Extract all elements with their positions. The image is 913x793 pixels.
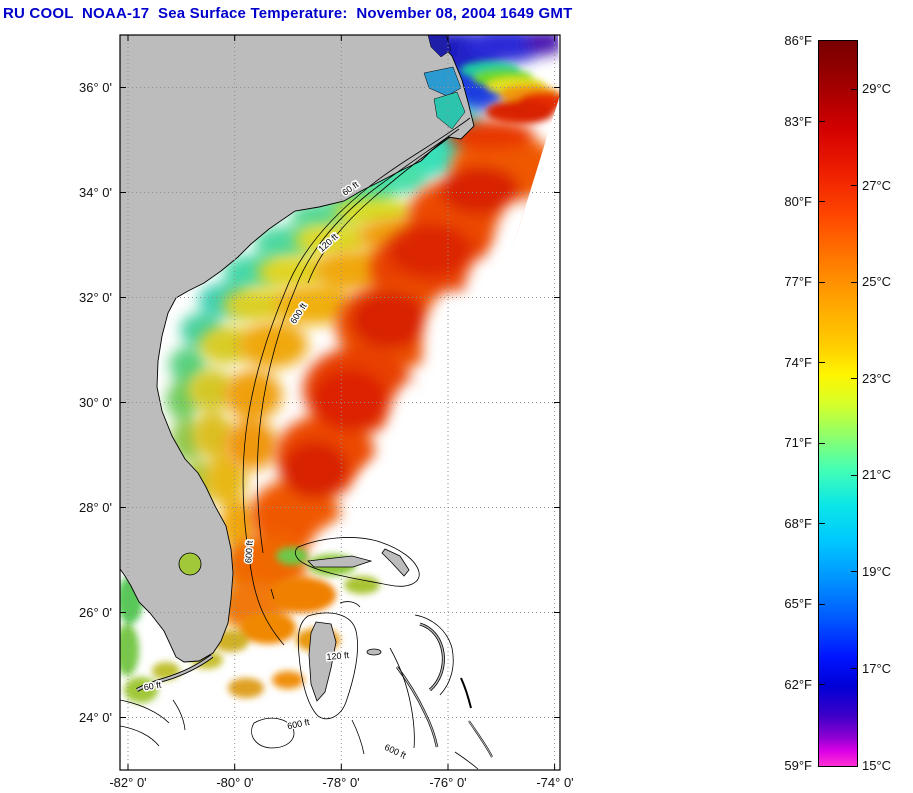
colorbar-tick-f	[819, 684, 825, 685]
colorbar-f-label: 65°F	[784, 596, 812, 611]
colorbar-f-label: 80°F	[784, 194, 812, 209]
x-axis-tick-label: -78° 0'	[322, 775, 360, 790]
gulf-stream-north-wall-gradient	[460, 61, 560, 124]
land-polygon	[120, 35, 475, 663]
colorbar-f-label: 59°F	[784, 758, 812, 773]
colorbar-tick-c	[851, 668, 857, 669]
colorbar-c-label: 25°C	[862, 274, 892, 289]
x-axis-tick-label: -74° 0'	[536, 775, 574, 790]
colorbar-tick-c	[851, 378, 857, 379]
contour-label: 120 ft	[326, 650, 350, 662]
colorbar-c-label: 19°C	[862, 564, 892, 579]
colorbar-f-label: 68°F	[784, 516, 812, 531]
colorbar-c-label: 15°C	[862, 758, 892, 773]
colorbar-c-label: 21°C	[862, 467, 892, 482]
colorbar-f-label: 83°F	[784, 114, 812, 129]
colorbar-tick-f	[819, 604, 825, 605]
axis-ticks	[120, 35, 560, 770]
y-axis-tick-label: 36° 0'	[79, 80, 112, 95]
contour-label: 60 ft	[143, 680, 162, 693]
colorbar-tick-f	[819, 443, 825, 444]
colorbar-tick-f	[819, 121, 825, 122]
y-axis-tick-label: 30° 0'	[79, 395, 112, 410]
colorbar-f-label: 86°F	[784, 33, 812, 48]
lake-okeechobee	[178, 552, 202, 576]
colorbar-f-label: 71°F	[784, 435, 812, 450]
colorbar-c-label: 17°C	[862, 661, 892, 676]
colorbar-tick-c	[851, 282, 857, 283]
gridlines	[120, 35, 560, 770]
colorbar	[818, 40, 858, 767]
colorbar-tick-c	[851, 185, 857, 186]
pamlico-sound	[433, 91, 466, 130]
y-axis-tick-label: 24° 0'	[79, 710, 112, 725]
y-axis-tick-label: 28° 0'	[79, 500, 112, 515]
plot-border	[119, 34, 561, 771]
florida-keys	[136, 654, 214, 692]
depth-contours	[120, 117, 471, 747]
colorbar-f-label: 77°F	[784, 274, 812, 289]
colorbar-tick-f	[819, 362, 825, 363]
x-axis-tick-label: -82° 0'	[109, 775, 147, 790]
x-axis-tick-label: -80° 0'	[216, 775, 254, 790]
page-title: RU COOL NOAA-17 Sea Surface Temperature:…	[3, 5, 573, 22]
y-axis-tick-label: 34° 0'	[79, 185, 112, 200]
colorbar-tick-c	[851, 89, 857, 90]
colorbar-tick-c	[851, 571, 857, 572]
x-axis-tick-label: -76° 0'	[429, 775, 467, 790]
y-axis-tick-label: 26° 0'	[79, 605, 112, 620]
chesapeake-bay	[427, 35, 452, 58]
colorbar-c-label: 29°C	[862, 81, 892, 96]
colorbar-tick-c	[851, 475, 857, 476]
contour-label: 600 ft	[243, 540, 255, 564]
bahamas-outlines	[251, 537, 493, 770]
colorbar-c-label: 23°C	[862, 371, 892, 386]
colorbar-tick-f	[819, 282, 825, 283]
colorbar-tick-f	[819, 201, 825, 202]
colorbar-f-label: 62°F	[784, 677, 812, 692]
colorbar-f-label: 74°F	[784, 355, 812, 370]
colorbar-c-label: 27°C	[862, 178, 892, 193]
colorbar-tick-f	[819, 523, 825, 524]
y-axis-tick-label: 32° 0'	[79, 290, 112, 305]
